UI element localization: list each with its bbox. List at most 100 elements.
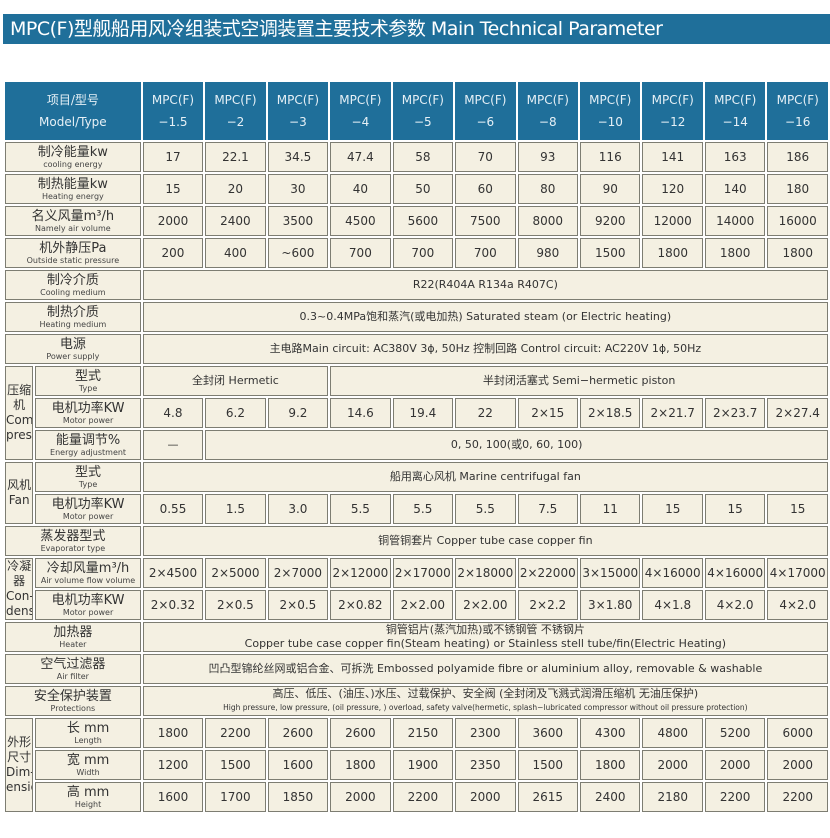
row-label: 蒸发器型式 Evaporator type (5, 526, 141, 556)
value-cell: 58 (392, 142, 454, 172)
row-label-cn: 电机功率KW (51, 497, 125, 512)
value-cell: 6000 (767, 718, 828, 748)
value-cell: 1900 (392, 750, 454, 780)
value-cell: 8000 (517, 206, 579, 236)
value-cell: 1200 (142, 750, 204, 780)
value-cell: 15 (767, 494, 828, 524)
value-cell: 1800 (142, 718, 204, 748)
value-cell: 1800 (642, 238, 703, 268)
row-label-en: Cooling medium (40, 288, 106, 297)
value-cell: 4500 (330, 206, 391, 236)
value-cell: 141 (642, 142, 703, 172)
value-cell: 4×1.8 (642, 590, 703, 620)
value-cell: 34.5 (267, 142, 329, 172)
value-cell: 2×2.2 (517, 590, 579, 620)
value-cell: 0, 50, 100(或0, 60, 100) (205, 430, 828, 460)
value-cell: 1600 (267, 750, 329, 780)
value-cell: 700 (392, 238, 454, 268)
model-header: MPC(F) −12 (642, 82, 703, 140)
value-cell: 60 (455, 174, 516, 204)
value-cell: 40 (330, 174, 391, 204)
value-cell: 4×2.0 (704, 590, 766, 620)
value-cell: 5.5 (455, 494, 516, 524)
value-cell: 主电路Main circuit: AC380V 3ϕ, 50Hz 控制回路 Co… (142, 334, 828, 364)
value-cell: 2400 (205, 206, 266, 236)
value-cell: 0.3~0.4MPa饱和蒸汽(或电加热) Saturated steam (or… (142, 302, 828, 332)
value-cell: 2×18.5 (580, 398, 641, 428)
row-label-en: Length (74, 736, 102, 745)
value-cell: 180 (767, 174, 828, 204)
row-filter: 空气过滤器 Air filter 凹凸型锦纶丝网或铝合金、可拆洗 Embossed … (5, 654, 828, 684)
row-label-en: Evaporator type (40, 544, 106, 553)
row-label: 安全保护装置 Protections (5, 686, 141, 716)
value-en: Copper tube case copper fin(Steam heatin… (244, 637, 727, 650)
value-cell: 2600 (267, 718, 329, 748)
value-cell: 2615 (517, 782, 579, 812)
row-heater: 加热器 Heater 铜管铝片(蒸汽加热)或不锈钢管 不锈钢片 Copper tube… (5, 622, 828, 652)
value-cell: 0.55 (142, 494, 204, 524)
value-cell: 9200 (580, 206, 641, 236)
value-cell: 140 (704, 174, 766, 204)
value-cell: 船用离心风机 Marine centrifugal fan (142, 462, 828, 492)
value-cell: 1850 (267, 782, 329, 812)
value-cell: 5600 (392, 206, 454, 236)
row-label-en: Namely air volume (35, 224, 111, 233)
row-heating: 制热能量kw Heating energy 15 20 30 40 50 60 80 90 120 1… (5, 174, 828, 204)
row-label-cn: 长 mm (66, 721, 110, 736)
row-label: 电机功率KW Motor power (35, 494, 141, 524)
row-protect: 安全保护装置 Protections 高压、低压、(油压、)水压、过载保护、安全阀 … (5, 686, 828, 716)
value-cell: 200 (142, 238, 204, 268)
value-cell: 47.4 (330, 142, 391, 172)
row-fmotor: 电机功率KW Motor power 0.55 1.5 3.0 5.5 5.5 5.5 7.5 1… (5, 494, 828, 524)
value-cell: 2600 (330, 718, 391, 748)
group-label-dimension: 外形尺寸 Dim-ension (5, 718, 34, 812)
model-header: MPC(F) −1.5 (142, 82, 204, 140)
row-label-cn: 制冷能量kw (37, 145, 108, 160)
row-evap: 蒸发器型式 Evaporator type 铜管铜套片 Copper tube ca… (5, 526, 828, 556)
value-cell: 2200 (704, 782, 766, 812)
row-label-en: Heating medium (39, 320, 107, 329)
value-cell: 93 (517, 142, 579, 172)
value-cell: 2×12000 (330, 558, 391, 588)
row-label: 加热器 Heater (5, 622, 141, 652)
value-cell: 2400 (580, 782, 641, 812)
value-cell: 19.4 (392, 398, 454, 428)
value-cell: 半封闭活塞式 Semi−hermetic piston (330, 366, 828, 396)
row-width: 宽 mm Width 1200 1500 1600 1800 1900 2350 1500 180… (5, 750, 828, 780)
row-label-cn: 加热器 (53, 625, 93, 640)
value-cell: 2×0.5 (267, 590, 329, 620)
value-cell: 1800 (767, 238, 828, 268)
value-cell: 2350 (455, 750, 516, 780)
header-label-cn: 项目/型号 (46, 93, 99, 107)
value-cell: 50 (392, 174, 454, 204)
value-cell: 2000 (767, 750, 828, 780)
value-cell: 2×7000 (267, 558, 329, 588)
row-label-en: Type (78, 480, 98, 489)
model-header: MPC(F) −5 (392, 82, 454, 140)
value-cell: 高压、低压、(油压、)水压、过载保护、安全阀 (全封闭及飞溅式润滑压缩机 无油压… (142, 686, 828, 716)
row-label-cn: 宽 mm (66, 753, 110, 768)
value-cell: 3×1.80 (580, 590, 641, 620)
row-cmedium: 制冷介质 Cooling medium R22(R404A R134a R407C) (5, 270, 828, 300)
value-cell: 铜管铜套片 Copper tube case copper fin (142, 526, 828, 556)
row-label: 制热能量kw Heating energy (5, 174, 141, 204)
value-cell: 22 (455, 398, 516, 428)
value-cell: 2×2.00 (392, 590, 454, 620)
row-cmotor: 电机功率KW Motor power 4.8 6.2 9.2 14.6 19.4 22 2×15… (5, 398, 828, 428)
value-cell: 3500 (267, 206, 329, 236)
value-cell: R22(R404A R134a R407C) (142, 270, 828, 300)
row-label-en: Motor power (62, 416, 114, 425)
value-cell: 15 (704, 494, 766, 524)
value-cell: 2×22000 (517, 558, 579, 588)
value-cell: 9.2 (267, 398, 329, 428)
row-label-cn: 名义风量m³/h (31, 209, 115, 224)
value-cell: 163 (704, 142, 766, 172)
value-cell: 1800 (704, 238, 766, 268)
value-cell: 980 (517, 238, 579, 268)
value-cell: 700 (330, 238, 391, 268)
header-row: 项目/型号 Model/Type MPC(F) −1.5 MPC(F) −2 MPC(F… (5, 82, 828, 140)
value-cell: 2000 (142, 206, 204, 236)
value-cell: 2200 (767, 782, 828, 812)
value-cell: 2×4500 (142, 558, 204, 588)
